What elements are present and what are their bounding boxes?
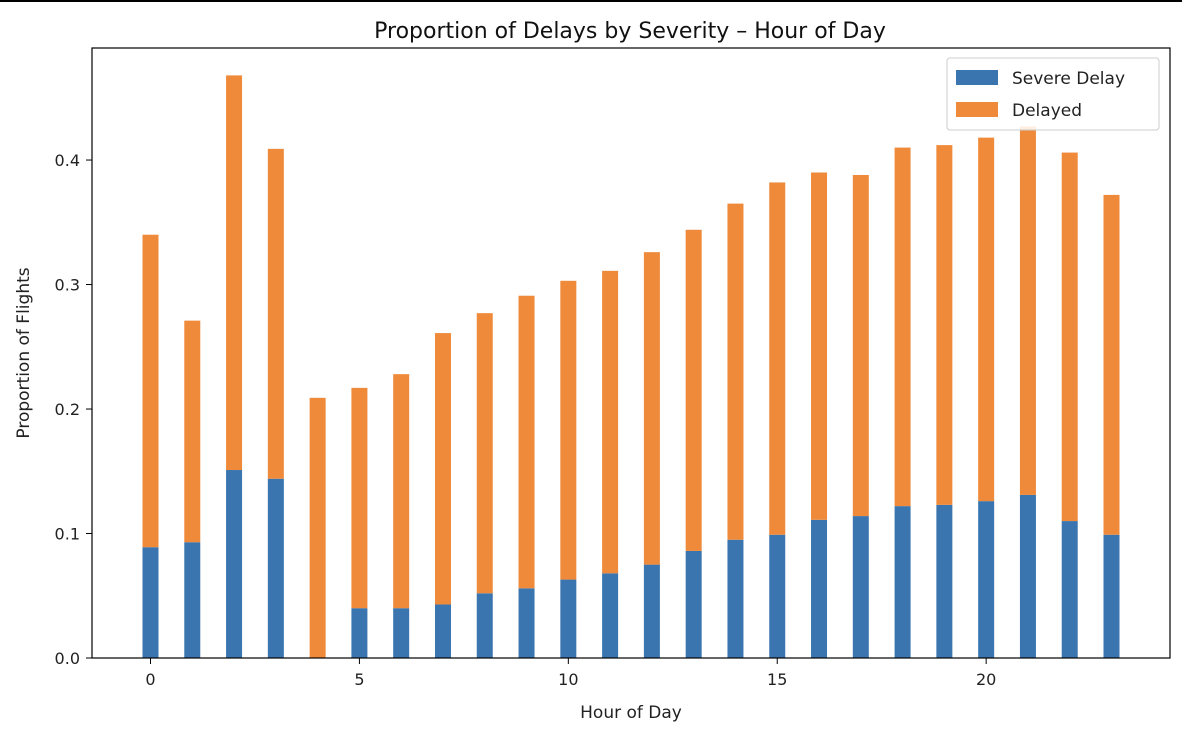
bar-delayed-hour-11 [602,270,619,574]
bar-delayed-hour-19 [936,145,953,505]
bar-delayed-hour-1 [184,320,201,543]
bar-severe-delay-hour-5 [351,608,368,658]
x-tick-label: 15 [767,670,787,689]
bar-delayed-hour-12 [643,252,660,565]
top-border-rule [0,0,1182,2]
bar-delayed-hour-17 [852,174,869,517]
bar-delayed-hour-5 [351,387,368,609]
plot-area-frame [91,47,1171,659]
bar-severe-delay-hour-16 [811,519,828,658]
legend-swatch-severe-delay [956,70,998,85]
y-axis-ticks: 0.0 0.1 0.2 0.3 0.4 [55,151,92,668]
bar-delayed-hour-16 [811,172,828,520]
bar-severe-delay-hour-20 [978,501,995,658]
y-tick-label: 0.2 [55,400,80,419]
bar-severe-delay-hour-10 [560,579,577,658]
bar-delayed-hour-7 [434,333,451,605]
bar-delayed-hour-20 [978,137,995,502]
bar-severe-delay-hour-3 [267,478,284,658]
y-tick-label: 0.1 [55,525,80,544]
bar-severe-delay-hour-18 [894,506,911,658]
y-tick-label: 0.4 [55,151,80,170]
bar-delayed-hour-18 [894,147,911,507]
bar-delayed-hour-6 [393,374,410,609]
bar-severe-delay-hour-13 [685,550,702,658]
bar-severe-delay-hour-23 [1103,534,1120,658]
bar-delayed-hour-15 [769,182,786,535]
bar-delayed-hour-23 [1103,194,1120,535]
bar-severe-delay-hour-7 [434,604,451,658]
bar-severe-delay-hour-0 [142,547,159,658]
bar-delayed-hour-21 [1019,126,1036,495]
y-axis-label: Proportion of Flights [14,267,34,438]
legend-label-delayed: Delayed [1012,101,1082,121]
x-axis-label: Hour of Day [580,703,682,723]
legend-label-severe-delay: Severe Delay [1012,69,1125,89]
bars-group [142,75,1120,658]
bar-severe-delay-hour-8 [476,593,493,658]
bar-severe-delay-hour-2 [226,470,243,658]
bar-severe-delay-hour-6 [393,608,410,658]
x-tick-label: 0 [145,670,155,689]
bar-severe-delay-hour-22 [1061,521,1078,658]
bar-severe-delay-hour-1 [184,542,201,658]
bar-delayed-hour-8 [476,313,493,594]
bar-delayed-hour-13 [685,229,702,551]
legend-box [946,57,1160,131]
chart-title: Proportion of Delays by Severity – Hour … [374,19,886,44]
x-tick-label: 10 [558,670,578,689]
y-tick-label: 0.0 [55,649,80,668]
x-tick-label: 5 [354,670,364,689]
bar-severe-delay-hour-12 [643,564,660,658]
bar-delayed-hour-14 [727,203,744,540]
x-axis-ticks: 0 5 10 15 20 [145,658,996,689]
legend: Severe Delay Delayed [946,57,1160,131]
bar-severe-delay-hour-17 [852,516,869,658]
bar-delayed-hour-2 [226,75,243,471]
bar-severe-delay-hour-14 [727,539,744,658]
bar-delayed-hour-22 [1061,152,1078,522]
bar-severe-delay-hour-19 [936,504,953,658]
bar-severe-delay-hour-15 [769,534,786,658]
bar-delayed-hour-10 [560,280,577,580]
bar-delayed-hour-4 [309,397,326,658]
y-tick-label: 0.3 [55,276,80,295]
bar-severe-delay-hour-9 [518,588,535,658]
legend-swatch-delayed [956,102,998,117]
bar-severe-delay-hour-11 [602,573,619,658]
bar-delayed-hour-0 [142,234,159,548]
bar-delayed-hour-3 [267,148,284,479]
bar-delayed-hour-9 [518,295,535,589]
bar-severe-delay-hour-21 [1019,494,1036,658]
x-tick-label: 20 [976,670,996,689]
